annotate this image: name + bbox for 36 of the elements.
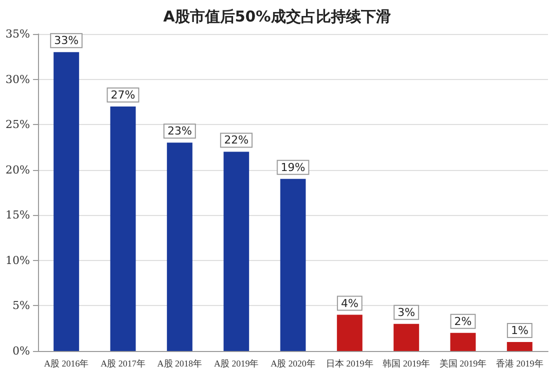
bar — [280, 178, 306, 351]
y-tick-label: 0% — [12, 344, 30, 358]
data-label: 33% — [54, 34, 79, 48]
data-label: 4% — [340, 296, 358, 310]
bar — [394, 324, 420, 351]
bar — [336, 314, 362, 351]
y-tick-label: 25% — [6, 118, 30, 132]
x-tick-label: 日本 2019年 — [326, 358, 374, 368]
bar — [506, 342, 532, 351]
bar — [54, 52, 80, 351]
data-label: 22% — [224, 134, 249, 147]
y-tick-label: 15% — [6, 208, 30, 222]
y-tick-label: 10% — [6, 254, 30, 267]
y-tick-label: 5% — [12, 299, 30, 312]
data-label: 3% — [398, 306, 416, 319]
chart-title: A股市值后50%成交占比持续下滑 — [163, 8, 391, 26]
x-tick-label: A股 2018年 — [157, 358, 202, 368]
bar — [450, 332, 476, 351]
bar — [224, 152, 250, 351]
x-tick-label: A股 2016年 — [44, 358, 89, 368]
x-tick-label: 美国 2019年 — [439, 358, 487, 368]
x-tick-label: 香港 2019年 — [496, 358, 544, 368]
data-label: 27% — [110, 88, 136, 102]
y-tick-label: 30% — [6, 72, 30, 86]
data-label: 2% — [454, 314, 472, 328]
x-tick-label: A股 2019年 — [214, 358, 259, 368]
bar — [110, 106, 136, 351]
data-label: 23% — [167, 124, 192, 138]
y-tick-label: 35% — [6, 28, 30, 40]
bar — [166, 142, 192, 351]
y-tick-label: 20% — [6, 163, 30, 176]
data-label: 19% — [280, 160, 306, 174]
x-tick-label: A股 2020年 — [270, 358, 316, 368]
x-tick-label: A股 2017年 — [100, 358, 146, 368]
data-label: 1% — [510, 324, 528, 337]
x-tick-label: 韩国 2019年 — [382, 358, 430, 368]
